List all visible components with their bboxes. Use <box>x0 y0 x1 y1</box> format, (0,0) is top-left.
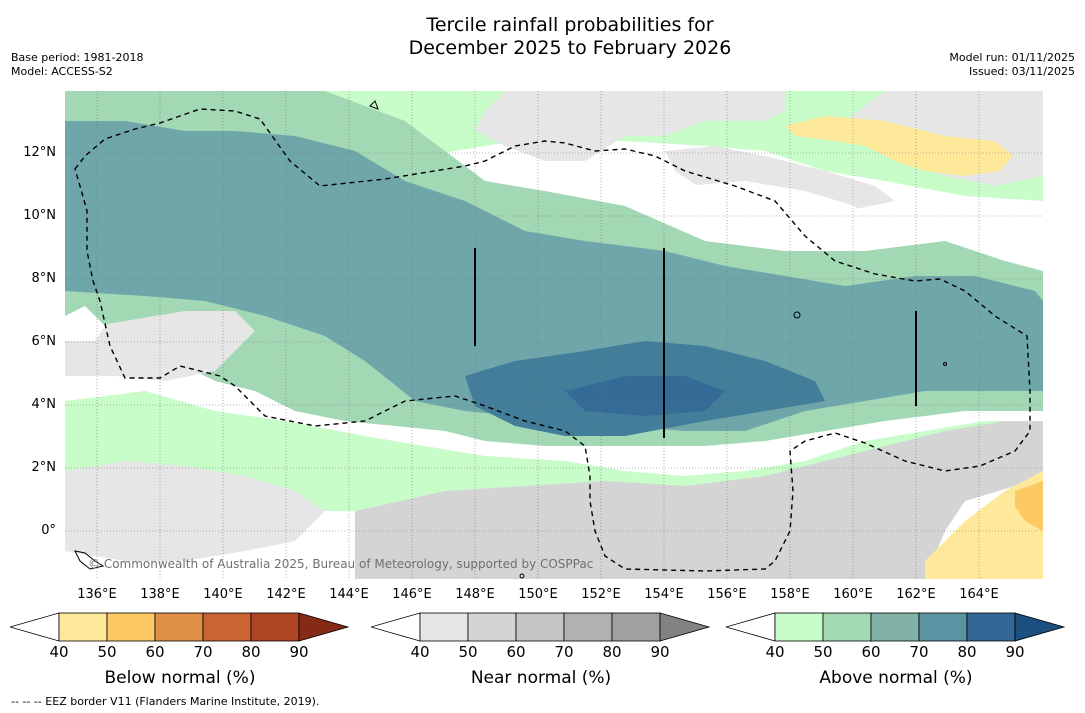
tick: 50 <box>813 643 833 661</box>
cbar-near-70-80 <box>563 612 613 642</box>
tick: 60 <box>506 643 526 661</box>
tick: 70 <box>909 643 929 661</box>
tick: 90 <box>650 643 670 661</box>
region-white-north <box>685 181 865 226</box>
cbar-near-50-60 <box>467 612 517 642</box>
cbar-near-80-90 <box>611 612 661 642</box>
region-below-normal-se <box>925 471 1043 579</box>
lat-label-4n: 4°N <box>31 397 57 412</box>
tick: 50 <box>458 643 478 661</box>
cbar-near-60-70 <box>515 612 565 642</box>
region-below-60-se <box>1015 481 1043 531</box>
tick: 50 <box>97 643 117 661</box>
lon-label-136e: 136°E <box>77 587 117 602</box>
colorbar-near-ticks: 40 50 60 70 80 90 <box>371 643 711 663</box>
lon-label-154e: 154°E <box>644 587 684 602</box>
colorbar-above-label: Above normal (%) <box>819 668 973 688</box>
cbar-below-50-60 <box>106 612 156 642</box>
issued-date: Issued: 03/11/2025 <box>968 65 1075 78</box>
colorbar-above-normal <box>726 612 1066 642</box>
lon-label-156e: 156°E <box>707 587 747 602</box>
colorbar-below-label: Below normal (%) <box>104 668 256 688</box>
cbar-below-60-70 <box>154 612 204 642</box>
title-line-2: December 2025 to February 2026 <box>408 37 732 59</box>
colorbar-above-ticks: 40 50 60 70 80 90 <box>726 643 1066 663</box>
cbar-above-high <box>1014 612 1066 642</box>
lon-label-150e: 150°E <box>518 587 558 602</box>
islands <box>74 100 947 579</box>
cbar-above-60-70 <box>870 612 920 642</box>
cbar-near-high <box>659 612 711 642</box>
tick: 90 <box>1005 643 1025 661</box>
region-white-west <box>65 306 105 341</box>
meta-left: Base period: 1981-2018 Model: ACCESS-S2 <box>11 51 143 79</box>
lon-label-144e: 144°E <box>329 587 369 602</box>
region-near-normal-north-1 <box>475 91 785 161</box>
tick: 60 <box>861 643 881 661</box>
tick: 40 <box>49 643 69 661</box>
model-name: Model: ACCESS-S2 <box>11 65 113 78</box>
region-near-normal-south <box>355 421 1043 579</box>
map-area[interactable] <box>65 91 1043 579</box>
region-above-70-band <box>65 121 1043 431</box>
lon-label-152e: 152°E <box>581 587 621 602</box>
tick: 40 <box>765 643 785 661</box>
lat-label-6n: 6°N <box>31 334 57 349</box>
colorbar-near-normal <box>371 612 711 642</box>
cbar-below-high <box>298 612 350 642</box>
cbar-below-70-80 <box>202 612 252 642</box>
lon-label-164e: 164°E <box>959 587 999 602</box>
tick: 80 <box>241 643 261 661</box>
base-period: Base period: 1981-2018 <box>11 51 144 64</box>
cbar-near-low <box>371 612 421 642</box>
marker-lines <box>474 248 917 438</box>
grid-lines <box>65 91 1043 579</box>
tick: 70 <box>193 643 213 661</box>
title-line-1: Tercile rainfall probabilities for <box>426 14 714 36</box>
meta-right: Model run: 01/11/2025 Issued: 03/11/2025 <box>949 51 1075 79</box>
tick: 70 <box>554 643 574 661</box>
tick: 90 <box>289 643 309 661</box>
cbar-below-40-50 <box>58 612 108 642</box>
lat-label-10n: 10°N <box>23 208 56 223</box>
cbar-above-70-80 <box>918 612 968 642</box>
lon-label-142e: 142°E <box>266 587 306 602</box>
cbar-near-40-50 <box>419 612 469 642</box>
lat-label-8n: 8°N <box>31 271 57 286</box>
tick: 40 <box>410 643 430 661</box>
region-near-normal-north-2 <box>665 146 895 211</box>
lon-label-162e: 162°E <box>896 587 936 602</box>
eez-border <box>74 108 1031 572</box>
lon-label-140e: 140°E <box>203 587 243 602</box>
cbar-above-80-90 <box>966 612 1016 642</box>
lon-label-160e: 160°E <box>833 587 873 602</box>
probability-map <box>65 91 1043 579</box>
eez-border-note: -- -- -- EEZ border V11 (Flanders Marine… <box>11 695 320 708</box>
cbar-below-80-90 <box>250 612 300 642</box>
region-near-normal-south-light <box>65 461 325 561</box>
colorbar-below-normal <box>10 612 350 642</box>
lon-label-158e: 158°E <box>770 587 810 602</box>
cbar-above-50-60 <box>822 612 872 642</box>
model-run-date: Model run: 01/11/2025 <box>949 51 1075 64</box>
tick: 80 <box>957 643 977 661</box>
lon-label-148e: 148°E <box>455 587 495 602</box>
tick: 80 <box>602 643 622 661</box>
cbar-above-low <box>726 612 776 642</box>
region-above-90-core <box>565 376 725 416</box>
colorbar-below-ticks: 40 50 60 70 80 90 <box>10 643 350 663</box>
region-below-normal-north <box>785 116 1013 176</box>
map-title: Tercile rainfall probabilities for Decem… <box>0 14 1085 60</box>
colorbar-near-label: Near normal (%) <box>470 668 612 688</box>
copyright-notice: © Commonwealth of Australia 2025, Bureau… <box>88 557 594 571</box>
lat-label-2n: 2°N <box>31 460 57 475</box>
cbar-above-40-50 <box>774 612 824 642</box>
cbar-below-low <box>10 612 60 642</box>
lat-label-0: 0° <box>41 523 56 538</box>
tick: 60 <box>145 643 165 661</box>
lon-label-138e: 138°E <box>140 587 180 602</box>
lon-label-146e: 146°E <box>392 587 432 602</box>
lat-label-12n: 12°N <box>23 145 56 160</box>
